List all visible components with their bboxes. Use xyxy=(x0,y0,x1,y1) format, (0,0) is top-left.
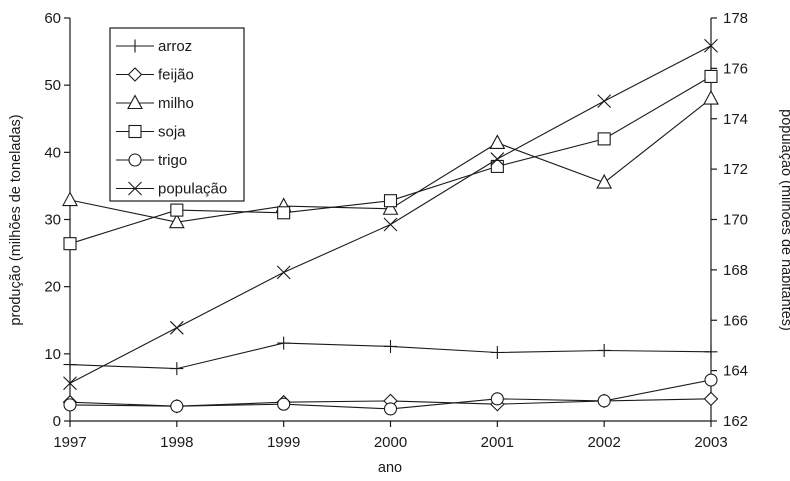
legend-marker-feijao xyxy=(127,67,143,82)
data-point-populacao xyxy=(169,320,184,335)
legend-label: arroz xyxy=(158,38,192,55)
data-point-soja xyxy=(63,237,77,251)
left-y-tick-label: 50 xyxy=(44,77,61,94)
right-y-tick-label: 164 xyxy=(723,363,748,380)
x-axis-title: ano xyxy=(378,460,402,476)
data-point-soja xyxy=(704,69,718,83)
left-y-tick-label: 0 xyxy=(53,413,61,430)
right-y-tick-label: 176 xyxy=(723,60,748,77)
x-tick-label: 1997 xyxy=(53,434,86,451)
right-y-tick-label: 162 xyxy=(723,413,748,430)
data-point-populacao xyxy=(383,217,398,232)
data-point-trigo xyxy=(63,398,77,412)
right-y-tick-label: 170 xyxy=(723,212,748,229)
legend-marker-populacao xyxy=(128,181,142,196)
left-y-tick-label: 40 xyxy=(44,144,61,161)
legend-marker-trigo xyxy=(128,153,142,167)
legend: arroz feijão milho soja trigo população xyxy=(109,27,245,202)
data-point-soja xyxy=(170,203,184,217)
legend-item-feijao: feijão xyxy=(116,67,194,84)
legend-label: trigo xyxy=(158,152,187,169)
x-tick-label: 2003 xyxy=(694,434,727,451)
legend-marker-milho xyxy=(127,94,143,110)
left-y-ticks: 0 10 20 30 40 50 60 xyxy=(44,10,70,430)
legend-label: milho xyxy=(158,95,194,112)
legend-marker-soja xyxy=(128,124,142,139)
series-arroz xyxy=(63,336,718,376)
data-point-milho xyxy=(489,134,506,149)
left-y-axis-title: produção (milhões de toneladas) xyxy=(8,114,24,325)
right-y-axis-title: população (milhões de habitantes) xyxy=(778,109,790,331)
data-point-soja xyxy=(597,132,611,146)
data-point-soja xyxy=(490,159,504,173)
x-tick-label: 2002 xyxy=(587,434,620,451)
right-y-tick-label: 174 xyxy=(723,111,748,128)
data-point-milho xyxy=(62,191,78,207)
series-soja xyxy=(63,69,718,251)
series-trigo xyxy=(63,373,718,416)
x-tick-label: 2001 xyxy=(481,434,514,451)
right-y-tick-label: 178 xyxy=(723,10,748,27)
right-y-tick-label: 168 xyxy=(723,262,748,279)
series-layer xyxy=(62,38,719,416)
right-y-tick-label: 166 xyxy=(723,312,748,329)
data-point-populacao xyxy=(704,38,718,53)
legend-item-soja: soja xyxy=(116,124,186,141)
data-point-milho xyxy=(596,173,613,189)
data-point-arroz xyxy=(63,358,77,372)
right-y-tick-label: 172 xyxy=(723,161,748,178)
data-point-populacao xyxy=(63,376,77,391)
data-point-arroz xyxy=(597,343,611,357)
x-tick-label: 1999 xyxy=(267,434,300,451)
data-point-trigo xyxy=(597,394,611,408)
legend-item-milho: milho xyxy=(116,94,194,112)
data-point-trigo xyxy=(277,397,291,411)
data-point-trigo xyxy=(490,392,504,406)
data-point-trigo xyxy=(383,402,398,416)
data-point-populacao xyxy=(276,265,291,280)
data-point-soja xyxy=(277,206,291,220)
right-y-ticks: 162 164 166 168 170 172 174 176 178 xyxy=(711,10,748,430)
data-point-arroz xyxy=(490,345,504,359)
left-y-tick-label: 30 xyxy=(44,212,61,229)
legend-label: feijão xyxy=(158,67,194,84)
legend-label: população xyxy=(158,181,227,198)
legend-item-trigo: trigo xyxy=(116,152,187,169)
legend-item-arroz: arroz xyxy=(116,38,192,55)
legend-marker-arroz xyxy=(128,39,142,53)
left-y-tick-label: 60 xyxy=(44,10,61,27)
data-point-arroz xyxy=(704,345,718,359)
data-point-populacao xyxy=(597,94,612,109)
legend-label: soja xyxy=(158,124,186,141)
data-point-milho xyxy=(168,213,185,229)
left-y-tick-label: 10 xyxy=(44,346,61,363)
data-point-arroz xyxy=(277,336,291,350)
data-point-trigo xyxy=(704,373,718,387)
legend-item-populacao: população xyxy=(116,181,227,198)
x-tick-label: 1998 xyxy=(160,434,193,451)
x-tick-label: 2000 xyxy=(374,434,407,451)
data-point-arroz xyxy=(170,362,184,376)
data-point-milho xyxy=(382,200,399,215)
data-point-arroz xyxy=(384,339,397,353)
data-point-populacao xyxy=(490,152,505,166)
data-point-soja xyxy=(383,194,398,208)
data-point-milho xyxy=(703,89,719,105)
series-populacao xyxy=(63,38,718,391)
legend-box xyxy=(109,27,245,202)
x-ticks: 1997 1998 1999 2000 2001 2002 2003 xyxy=(53,421,728,451)
data-point-feijao xyxy=(703,391,719,407)
data-point-trigo xyxy=(170,399,184,413)
left-y-tick-label: 20 xyxy=(44,279,61,296)
